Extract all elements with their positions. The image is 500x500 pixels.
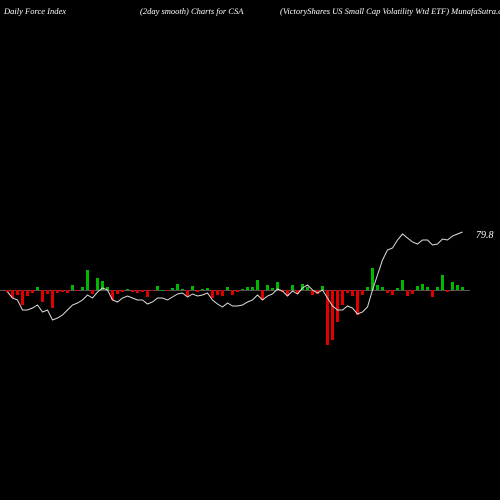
chart-area: 79.8	[0, 0, 500, 500]
price-line-overlay	[0, 0, 500, 500]
price-label: 79.8	[476, 230, 494, 241]
